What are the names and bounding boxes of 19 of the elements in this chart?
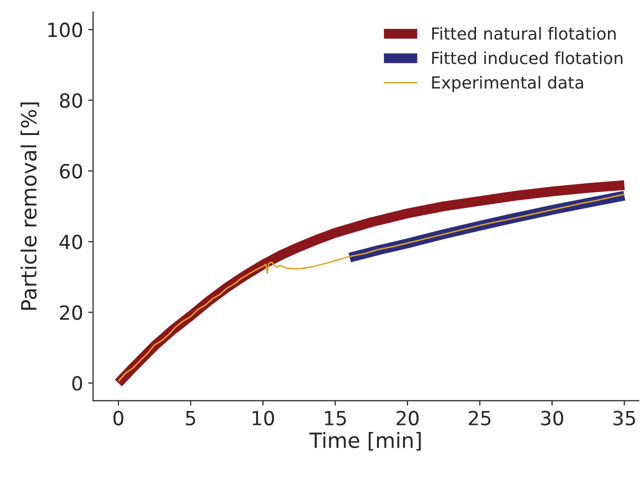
y-tick-label: 60 (60, 164, 82, 179)
y-tick-label: 80 (60, 93, 82, 108)
y-axis-title: Particle removal [%] (20, 102, 40, 310)
y-tick-label: 20 (60, 305, 82, 320)
x-tick-label: 30 (541, 410, 564, 426)
x-tick-label: 35 (613, 410, 636, 426)
legend-label: Fitted natural flotation (432, 26, 616, 40)
y-tick-label: 100 (48, 22, 82, 38)
x-tick-label: 15 (324, 411, 346, 426)
legend-label: Experimental data (432, 76, 584, 92)
x-tick-label: 25 (468, 410, 490, 426)
x-tick-label: 5 (186, 411, 196, 426)
x-tick-label: 10 (252, 410, 274, 426)
y-tick-label: 40 (60, 234, 82, 250)
x-axis-title: Time [min] (309, 432, 421, 451)
x-tick-label: 0 (113, 410, 124, 426)
x-tick-label: 20 (396, 410, 419, 426)
y-tick-label: 0 (72, 376, 82, 391)
legend-label: Fitted induced flotation (432, 51, 622, 64)
